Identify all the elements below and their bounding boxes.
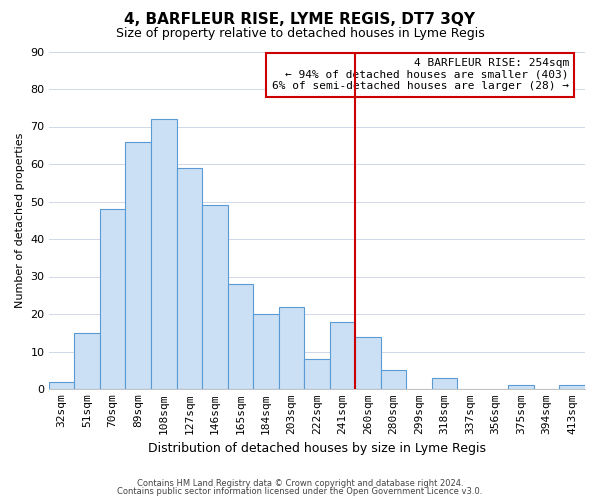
Bar bbox=[278, 306, 304, 389]
Text: Contains public sector information licensed under the Open Government Licence v3: Contains public sector information licen… bbox=[118, 487, 482, 496]
Bar bbox=[329, 322, 355, 389]
Bar bbox=[202, 205, 227, 389]
Text: 4 BARFLEUR RISE: 254sqm
← 94% of detached houses are smaller (403)
6% of semi-de: 4 BARFLEUR RISE: 254sqm ← 94% of detache… bbox=[272, 58, 569, 92]
Text: 4, BARFLEUR RISE, LYME REGIS, DT7 3QY: 4, BARFLEUR RISE, LYME REGIS, DT7 3QY bbox=[125, 12, 476, 28]
Text: Size of property relative to detached houses in Lyme Regis: Size of property relative to detached ho… bbox=[116, 28, 484, 40]
Bar bbox=[432, 378, 457, 389]
X-axis label: Distribution of detached houses by size in Lyme Regis: Distribution of detached houses by size … bbox=[148, 442, 486, 455]
Bar bbox=[49, 382, 74, 389]
Text: Contains HM Land Registry data © Crown copyright and database right 2024.: Contains HM Land Registry data © Crown c… bbox=[137, 478, 463, 488]
Bar bbox=[74, 333, 100, 389]
Bar bbox=[253, 314, 278, 389]
Bar bbox=[176, 168, 202, 389]
Bar bbox=[151, 119, 176, 389]
Y-axis label: Number of detached properties: Number of detached properties bbox=[15, 132, 25, 308]
Bar bbox=[125, 142, 151, 389]
Bar bbox=[559, 385, 585, 389]
Bar bbox=[508, 385, 534, 389]
Bar bbox=[304, 359, 329, 389]
Bar bbox=[227, 284, 253, 389]
Bar bbox=[100, 209, 125, 389]
Bar bbox=[355, 336, 381, 389]
Bar bbox=[381, 370, 406, 389]
